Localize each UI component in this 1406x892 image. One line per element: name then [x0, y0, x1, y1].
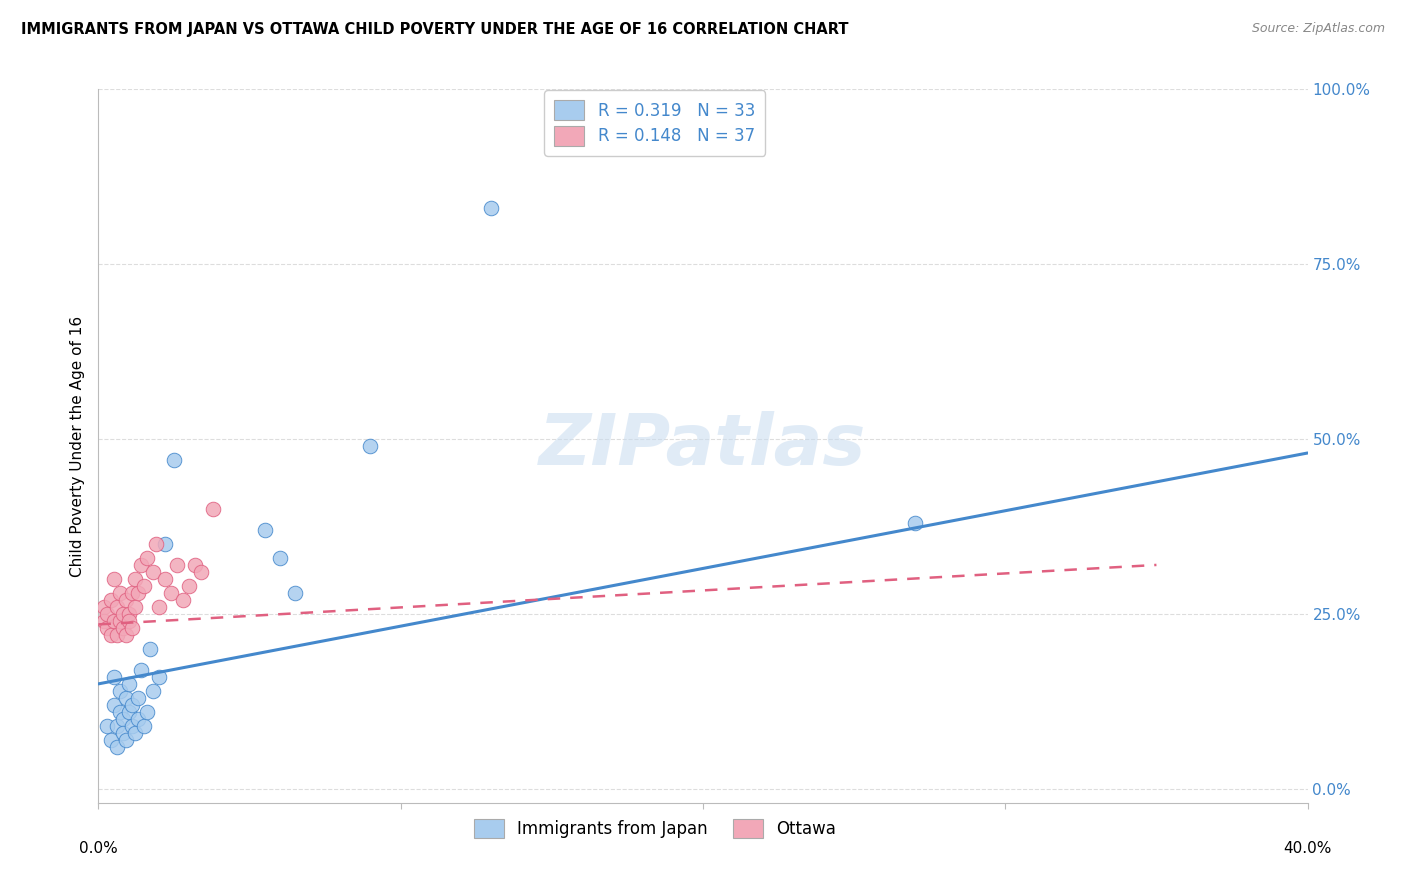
- Point: [108, 614, 131, 628]
- Point: [118, 614, 141, 628]
- Point: [284, 586, 307, 600]
- Point: [121, 719, 143, 733]
- Point: [118, 705, 141, 719]
- Point: [111, 726, 134, 740]
- Point: [124, 726, 146, 740]
- Point: [132, 719, 155, 733]
- Point: [129, 663, 152, 677]
- Point: [481, 201, 503, 215]
- Point: [121, 698, 143, 712]
- Point: [108, 684, 131, 698]
- Text: 0.0%: 0.0%: [79, 841, 118, 856]
- Point: [132, 579, 155, 593]
- Point: [148, 599, 170, 614]
- Y-axis label: Child Poverty Under the Age of 16: Child Poverty Under the Age of 16: [69, 316, 84, 576]
- Point: [118, 607, 141, 621]
- Point: [360, 439, 382, 453]
- Point: [103, 670, 125, 684]
- Point: [269, 550, 291, 565]
- Point: [103, 572, 125, 586]
- Point: [108, 586, 131, 600]
- Point: [121, 621, 143, 635]
- Point: [121, 586, 143, 600]
- Point: [160, 586, 183, 600]
- Point: [105, 599, 128, 614]
- Point: [179, 579, 201, 593]
- Point: [105, 719, 128, 733]
- Text: IMMIGRANTS FROM JAPAN VS OTTAWA CHILD POVERTY UNDER THE AGE OF 16 CORRELATION CH: IMMIGRANTS FROM JAPAN VS OTTAWA CHILD PO…: [21, 22, 849, 37]
- Point: [139, 641, 162, 656]
- Point: [166, 558, 188, 572]
- Point: [114, 593, 136, 607]
- Point: [904, 516, 927, 530]
- Text: 40.0%: 40.0%: [1284, 841, 1331, 856]
- Point: [142, 565, 165, 579]
- Point: [190, 565, 212, 579]
- Point: [103, 614, 125, 628]
- Point: [114, 690, 136, 705]
- Point: [145, 537, 167, 551]
- Point: [111, 607, 134, 621]
- Text: ZIPatlas: ZIPatlas: [540, 411, 866, 481]
- Point: [153, 537, 176, 551]
- Point: [100, 593, 122, 607]
- Point: [96, 607, 118, 621]
- Point: [111, 712, 134, 726]
- Point: [127, 690, 149, 705]
- Point: [108, 705, 131, 719]
- Point: [118, 677, 141, 691]
- Point: [100, 732, 122, 747]
- Point: [105, 739, 128, 754]
- Point: [93, 614, 115, 628]
- Point: [103, 698, 125, 712]
- Point: [253, 523, 276, 537]
- Point: [114, 732, 136, 747]
- Point: [111, 621, 134, 635]
- Point: [148, 670, 170, 684]
- Point: [129, 558, 152, 572]
- Point: [124, 599, 146, 614]
- Point: [184, 558, 207, 572]
- Point: [93, 599, 115, 614]
- Point: [96, 621, 118, 635]
- Point: [105, 628, 128, 642]
- Legend: Immigrants from Japan, Ottawa: Immigrants from Japan, Ottawa: [467, 812, 842, 845]
- Point: [124, 572, 146, 586]
- Point: [96, 719, 118, 733]
- Point: [153, 572, 176, 586]
- Point: [127, 586, 149, 600]
- Point: [142, 684, 165, 698]
- Point: [172, 593, 194, 607]
- Point: [100, 628, 122, 642]
- Point: [135, 705, 157, 719]
- Point: [163, 453, 186, 467]
- Point: [114, 628, 136, 642]
- Text: Source: ZipAtlas.com: Source: ZipAtlas.com: [1251, 22, 1385, 36]
- Point: [127, 712, 149, 726]
- Point: [135, 550, 157, 565]
- Point: [202, 502, 225, 516]
